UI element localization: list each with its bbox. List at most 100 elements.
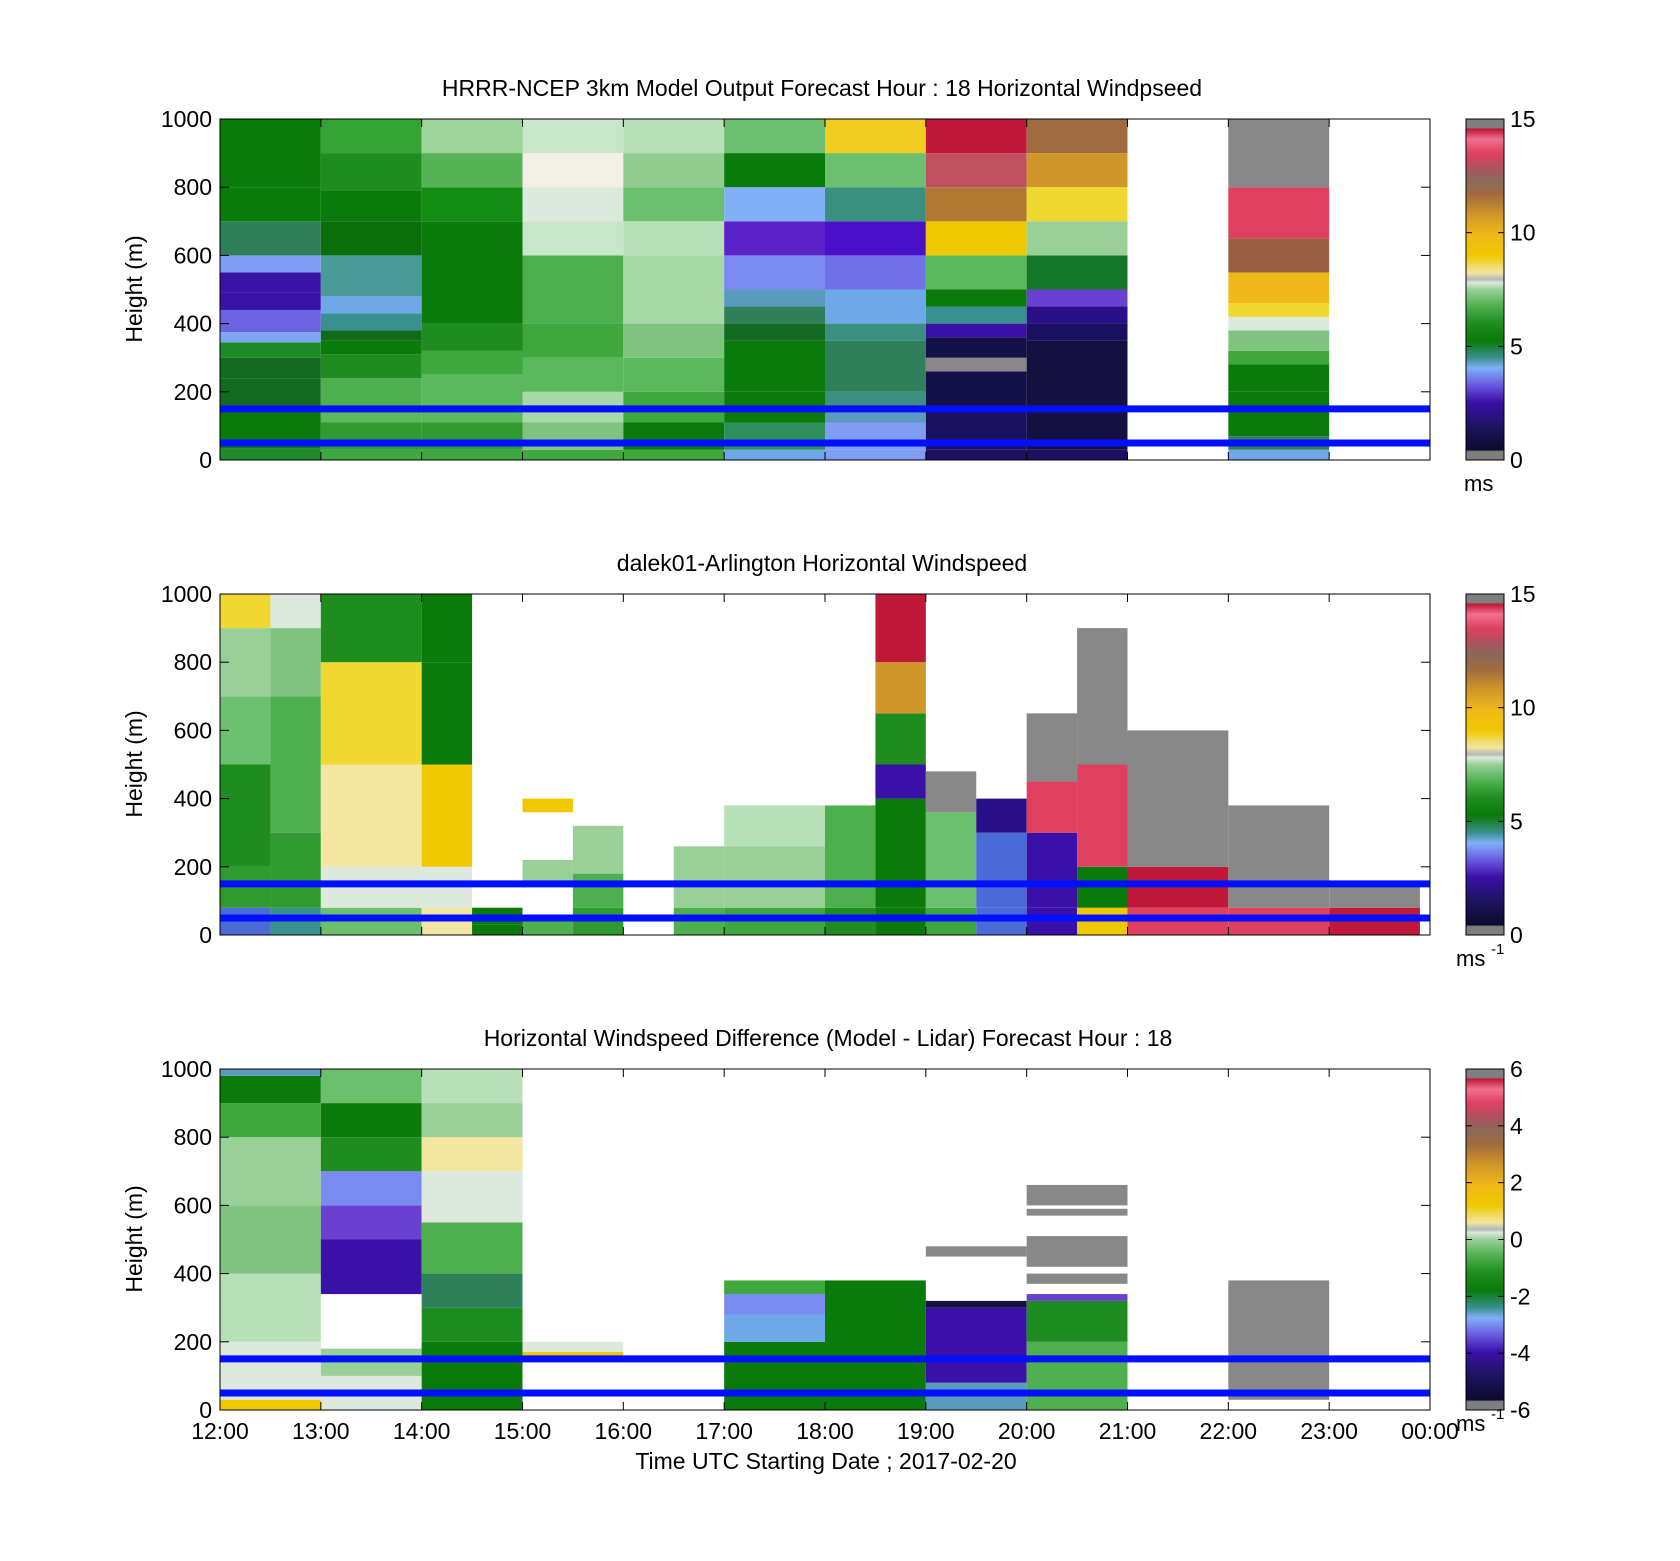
y-tick-label: 200	[174, 1329, 212, 1355]
heatmap-cell	[825, 289, 926, 324]
heatmap-cell	[976, 798, 1027, 833]
heatmap-cell	[421, 350, 523, 375]
heatmap-cell	[320, 330, 422, 341]
y-tick-label: 1000	[161, 1056, 212, 1082]
heatmap-cell	[925, 1307, 1027, 1383]
colorbar-tick-label: -2	[1510, 1283, 1530, 1309]
heatmap-cell	[623, 187, 725, 222]
heatmap-cell	[623, 255, 725, 324]
heatmap-cell	[522, 153, 624, 188]
panel-lidar-ticks: 0 200 400 600 800 1000	[161, 581, 1431, 948]
heatmap-cell	[270, 594, 321, 629]
heatmap-cell	[724, 1280, 825, 1295]
heatmap-cell	[421, 1341, 523, 1410]
heatmap-cell	[421, 1273, 523, 1308]
heatmap-cell	[220, 1075, 321, 1104]
colorbar-tick-label: -4	[1510, 1340, 1531, 1366]
heatmap-cell	[220, 292, 321, 310]
x-tick-label: 13:00	[292, 1418, 350, 1444]
heatmap-cell	[1228, 449, 1330, 460]
heatmap-cell	[572, 873, 624, 908]
panel-difference-ticks: 0 200 400 600 800 1000	[161, 1056, 1431, 1423]
heatmap-cell	[623, 221, 725, 256]
heatmap-cell	[623, 449, 725, 460]
y-tick-label: 600	[174, 1192, 212, 1218]
heatmap-cell	[522, 221, 624, 256]
heatmap-cell	[724, 221, 825, 256]
colorbar-tick-label: 2	[1510, 1170, 1523, 1196]
heatmap-cell	[220, 594, 271, 629]
heatmap-cell	[1026, 449, 1128, 460]
heatmap-cell	[1026, 221, 1128, 256]
panel-model-colorbar: 0 5 10 15 ms	[1464, 106, 1536, 496]
y-tick-label: 200	[174, 379, 212, 405]
heatmap-cell	[1228, 350, 1330, 365]
heatmap-cell	[1228, 119, 1330, 188]
panel-model: HRRR-NCEP 3km Model Output Forecast Hour…	[121, 75, 1536, 496]
heatmap-cell	[220, 1205, 321, 1274]
heatmap-cell	[825, 805, 876, 908]
heatmap-cell	[724, 153, 825, 188]
panel-lidar-ylabel: Height (m)	[121, 710, 147, 817]
x-tick-label: 19:00	[897, 1418, 955, 1444]
heatmap-cell	[825, 323, 926, 341]
heatmap-cell	[220, 309, 321, 333]
x-tick-label: 12:00	[191, 1418, 249, 1444]
panel-difference-colorbar: -6 -4 -2 0 2 4 6 ms -1	[1456, 1056, 1531, 1436]
heatmap-cell	[421, 1069, 523, 1104]
heatmap-cell	[875, 764, 926, 799]
x-tick-label: 20:00	[998, 1418, 1056, 1444]
heatmap-cell	[623, 323, 725, 358]
heatmap-cell	[320, 1069, 422, 1104]
heatmap-cell	[220, 1103, 321, 1138]
heatmap-cell	[421, 449, 523, 460]
y-tick-label: 800	[174, 649, 212, 675]
heatmap-cell	[421, 1307, 523, 1342]
heatmap-cell	[1026, 713, 1078, 782]
heatmap-cell	[421, 1103, 523, 1138]
x-tick-label: 23:00	[1300, 1418, 1358, 1444]
heatmap-cell	[925, 771, 977, 813]
heatmap-cell	[522, 187, 624, 222]
colorbar-scale	[1465, 118, 1505, 461]
heatmap-cell	[825, 449, 926, 460]
colorbar-tick-label: 15	[1510, 106, 1536, 132]
y-tick-label: 200	[174, 854, 212, 880]
heatmap-cell	[220, 187, 321, 222]
heatmap-cell	[1228, 238, 1330, 273]
heatmap-cell	[220, 342, 321, 358]
heatmap-cell	[320, 190, 422, 222]
heatmap-cell	[320, 1205, 422, 1240]
x-tick-labels: 12:00 13:00 14:00 15:00 16:00 17:00 18:00 19:00…	[191, 1418, 1459, 1444]
colorbar-tick-label: -6	[1510, 1397, 1530, 1423]
y-tick-label: 800	[174, 1124, 212, 1150]
x-tick-label: 18:00	[796, 1418, 854, 1444]
heatmap-cell	[925, 337, 1027, 358]
heatmap-cell	[421, 221, 523, 324]
heatmap-cell	[220, 255, 321, 273]
heatmap-cell	[724, 805, 825, 847]
heatmap-cell	[875, 713, 926, 765]
heatmap-cell	[1026, 187, 1128, 222]
panel-lidar-reference-lines	[220, 880, 1430, 922]
heatmap-cell	[421, 187, 523, 222]
x-tick-label: 15:00	[494, 1418, 552, 1444]
heatmap-cell	[1026, 153, 1128, 188]
heatmap-cell	[925, 289, 1027, 307]
heatmap-cell	[925, 221, 1027, 256]
heatmap-cell	[220, 119, 321, 188]
colorbar-scale	[1465, 1068, 1505, 1411]
heatmap-cell	[1026, 255, 1128, 290]
heatmap-cell	[1026, 340, 1128, 450]
heatmap-cell	[623, 357, 725, 392]
heatmap-cell	[724, 1314, 825, 1342]
heatmap-cell	[421, 662, 473, 765]
heatmap-cell	[724, 846, 825, 908]
heatmap-cell	[320, 119, 422, 154]
heatmap-cell	[925, 1246, 1027, 1257]
heatmap-cell	[825, 119, 926, 154]
colorbar-tick-label: 15	[1510, 581, 1536, 607]
heatmap-cell	[1026, 832, 1078, 908]
heatmap-cell	[1026, 781, 1078, 833]
heatmap-cell	[220, 1069, 321, 1076]
